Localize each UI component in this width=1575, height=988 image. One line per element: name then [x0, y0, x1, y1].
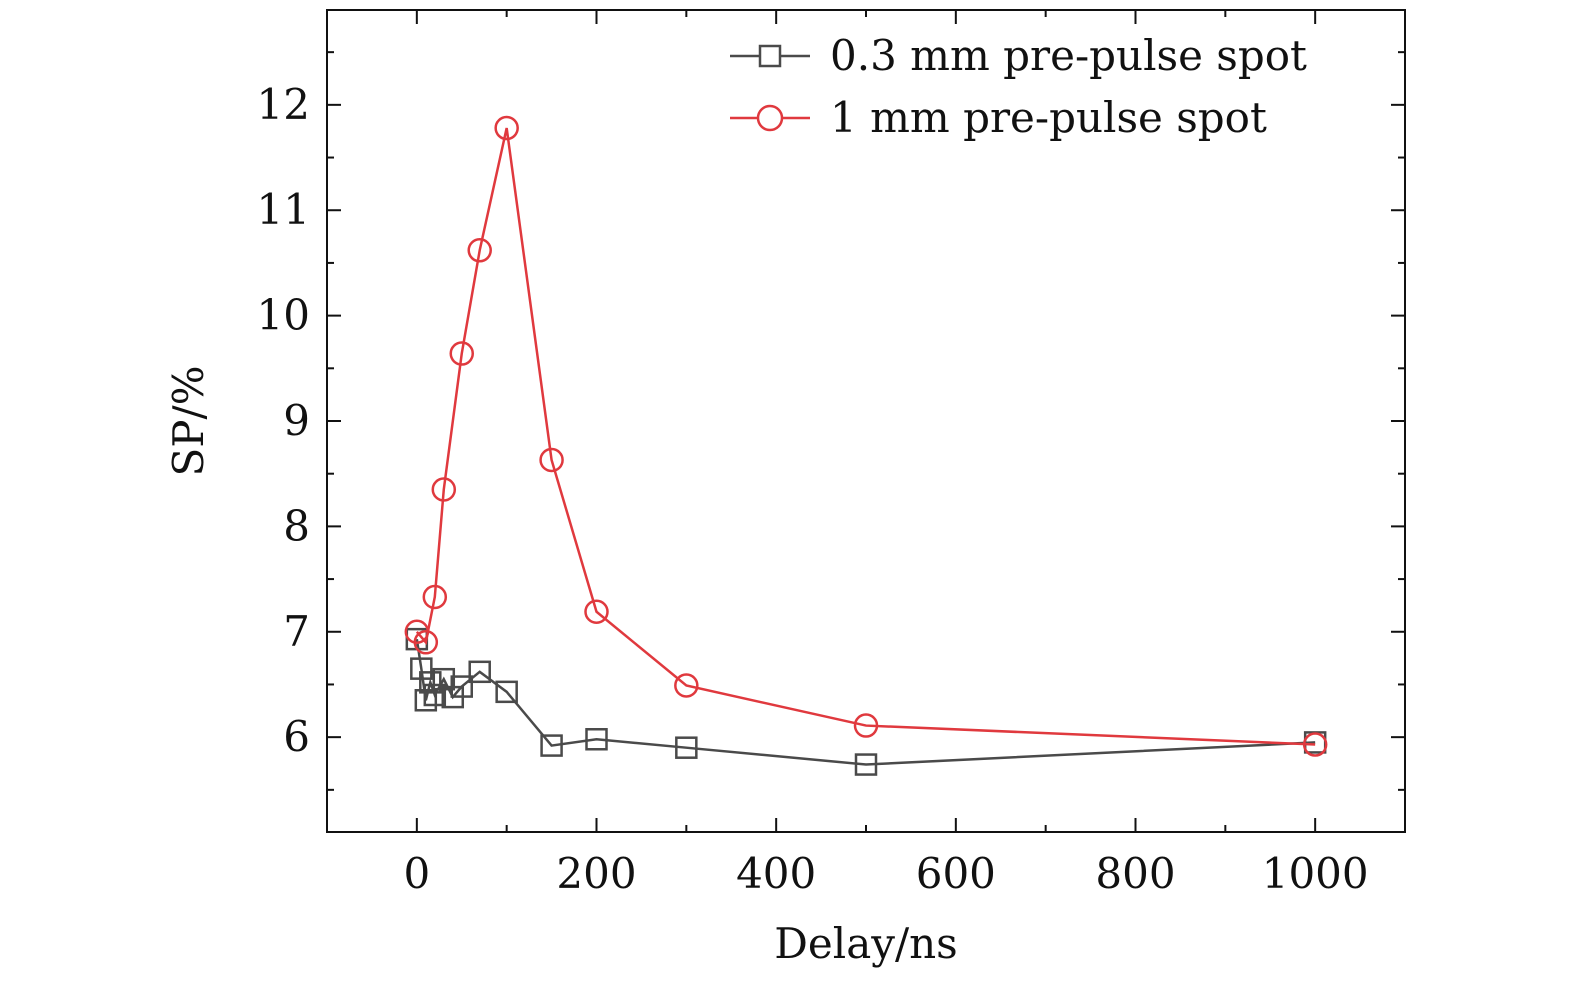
data-point-circle [539, 447, 564, 473]
x-tick-label: 800 [1095, 849, 1175, 898]
x-axis-label: Delay/ns [774, 919, 957, 968]
legend-label-0: 0.3 mm pre-pulse spot [830, 31, 1307, 80]
legend-marker-1 [756, 104, 784, 132]
y-tick-label: 6 [283, 712, 310, 761]
data-point-square [450, 675, 473, 698]
legend-marker-0 [758, 44, 782, 68]
x-tick-label: 0 [403, 849, 430, 898]
x-tick-label: 600 [916, 849, 996, 898]
data-point-circle [431, 477, 457, 502]
data-point-square [468, 660, 491, 684]
y-tick-label: 7 [283, 607, 310, 656]
series-line-0 [415, 638, 1316, 766]
y-tick-label: 8 [283, 501, 310, 550]
series-line-1 [415, 127, 1316, 746]
data-point-circle [413, 630, 439, 655]
x-tick-label: 400 [736, 849, 816, 898]
legend-label-1: 1 mm pre-pulse spot [830, 93, 1267, 142]
data-point-square [854, 753, 878, 776]
y-tick-label: 10 [257, 291, 310, 340]
data-point-square [675, 736, 698, 759]
data-point-square [585, 728, 608, 751]
data-point-square [419, 671, 442, 694]
data-point-circle [422, 584, 448, 610]
y-axis-label: SP/% [164, 365, 213, 476]
y-tick-label: 9 [283, 396, 310, 445]
data-point-circle [1302, 732, 1328, 757]
x-tick-label: 200 [556, 849, 636, 898]
data-point-circle [467, 238, 492, 263]
data-point-circle [674, 673, 699, 698]
data-point-square [540, 734, 563, 757]
y-tick-label: 12 [257, 80, 310, 129]
x-tick-label: 1000 [1262, 849, 1369, 898]
data-point-circle [494, 115, 519, 141]
data-point-circle [449, 341, 474, 366]
legend: 0.3 mm pre-pulse spot 1 mm pre-pulse spo… [730, 31, 1307, 142]
data-point-circle [584, 599, 609, 624]
data-point-square [495, 680, 518, 704]
y-tick-label: 11 [257, 185, 310, 234]
data-point-circle [853, 713, 879, 738]
